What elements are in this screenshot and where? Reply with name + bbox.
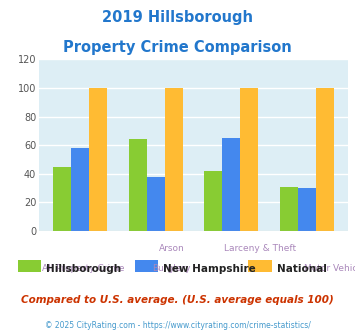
Text: Compared to U.S. average. (U.S. average equals 100): Compared to U.S. average. (U.S. average …	[21, 295, 334, 305]
Bar	[222, 138, 240, 231]
Bar	[89, 88, 108, 231]
Text: Property Crime Comparison: Property Crime Comparison	[63, 40, 292, 54]
Text: Hillsborough: Hillsborough	[46, 264, 121, 274]
Bar	[240, 88, 258, 231]
Text: Burglary: Burglary	[152, 264, 191, 273]
Bar	[71, 148, 89, 231]
Bar	[316, 88, 334, 231]
Text: All Property Crime: All Property Crime	[42, 264, 124, 273]
Text: Larceny & Theft: Larceny & Theft	[224, 244, 296, 253]
Bar	[279, 187, 297, 231]
Bar	[147, 177, 165, 231]
Bar	[53, 167, 71, 231]
Text: Arson: Arson	[159, 244, 184, 253]
Text: Motor Vehicle Theft: Motor Vehicle Theft	[304, 264, 355, 273]
Bar	[297, 188, 316, 231]
Bar	[165, 88, 183, 231]
Text: © 2025 CityRating.com - https://www.cityrating.com/crime-statistics/: © 2025 CityRating.com - https://www.city…	[45, 321, 310, 330]
Text: New Hampshire: New Hampshire	[163, 264, 256, 274]
Text: 2019 Hillsborough: 2019 Hillsborough	[102, 10, 253, 25]
Bar	[204, 171, 222, 231]
Text: National: National	[277, 264, 327, 274]
Bar	[129, 140, 147, 231]
